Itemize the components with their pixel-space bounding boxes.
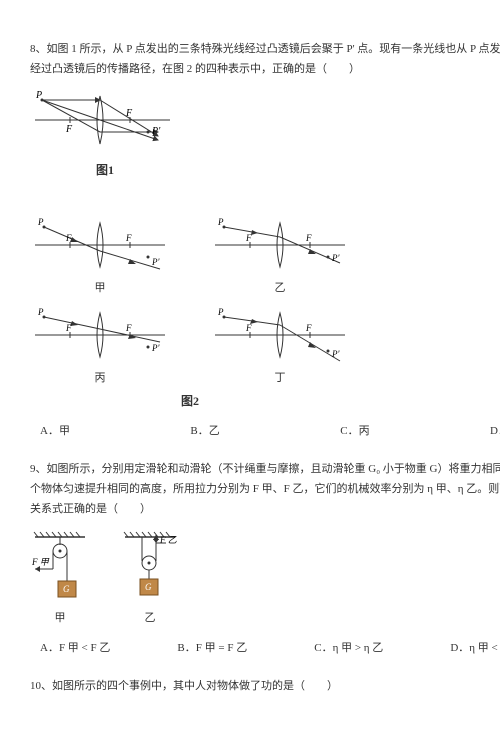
q8-text: 8、如图 1 所示，从 P 点发出的三条特殊光线经过凸透镜后会聚于 P' 点。现…: [30, 40, 500, 80]
q8-sub-yi: P F F P' 乙: [210, 217, 350, 299]
q9-option-b[interactable]: B．F 甲 = F 乙: [177, 639, 247, 659]
q9-sub-yi-label: 乙: [120, 609, 180, 629]
svg-text:P': P': [331, 253, 340, 263]
svg-text:F: F: [245, 233, 252, 243]
question-9: 9、如图所示，分别用定滑轮和动滑轮（不计绳重与摩擦，且动滑轮重 G₀ 小于物重 …: [30, 460, 500, 659]
q9-figure: F 甲 G 甲: [30, 529, 500, 629]
svg-text:P: P: [37, 307, 44, 317]
q8-sub-ding: P F F P' 丁: [210, 307, 350, 389]
svg-text:P': P': [151, 343, 160, 353]
q8-fig1-svg: P F F P': [30, 90, 180, 158]
q8-sub-jia-label: 甲: [30, 279, 170, 299]
q8-option-b[interactable]: B．乙: [190, 422, 219, 442]
svg-text:F: F: [65, 323, 72, 333]
svg-text:F: F: [125, 323, 132, 333]
q8-option-d[interactable]: D．丁: [490, 422, 500, 442]
svg-text:P: P: [217, 217, 224, 227]
q8-option-a[interactable]: A．甲: [40, 422, 70, 442]
q8-sub-yi-label: 乙: [210, 279, 350, 299]
svg-text:P: P: [217, 307, 224, 317]
q9-option-d[interactable]: D．η 甲 < η 乙: [450, 639, 500, 659]
q8-sub-bing: P F F P' 丙: [30, 307, 170, 389]
q8-sub-jia: P F F P' 甲: [30, 217, 170, 299]
svg-text:F: F: [125, 108, 133, 119]
svg-text:F: F: [65, 124, 73, 135]
svg-text:G: G: [145, 582, 152, 592]
svg-text:F: F: [245, 323, 252, 333]
svg-text:G: G: [63, 584, 70, 594]
svg-text:P': P': [151, 257, 160, 267]
svg-text:F: F: [125, 233, 132, 243]
q9-text: 9、如图所示，分别用定滑轮和动滑轮（不计绳重与摩擦，且动滑轮重 G₀ 小于物重 …: [30, 460, 500, 519]
q8-fig2-caption: 图2: [30, 391, 350, 413]
q8-sub-ding-label: 丁: [210, 369, 350, 389]
q9-option-a[interactable]: A．F 甲 < F 乙: [40, 639, 110, 659]
svg-text:F 甲: F 甲: [31, 557, 50, 567]
svg-text:P': P': [331, 349, 340, 359]
q8-options: A．甲 B．乙 C．丙 D．丁: [30, 422, 500, 442]
q9-options: A．F 甲 < F 乙 B．F 甲 = F 乙 C．η 甲 > η 乙 D．η …: [30, 639, 500, 659]
svg-text:F: F: [305, 233, 312, 243]
svg-text:F 乙: F 乙: [159, 535, 177, 545]
svg-text:P: P: [35, 90, 42, 101]
q9-sub-jia-label: 甲: [30, 609, 90, 629]
question-8: 8、如图 1 所示，从 P 点发出的三条特殊光线经过凸透镜后会聚于 P' 点。现…: [30, 40, 500, 442]
svg-text:P': P': [151, 126, 161, 137]
svg-text:P: P: [37, 217, 44, 227]
q10-text: 10、如图所示的四个事例中，其中人对物体做了功的是（ ）: [30, 677, 500, 697]
q8-figure-2: P F F P' 甲: [30, 217, 500, 412]
q9-sub-jia: F 甲 G 甲: [30, 529, 90, 629]
q8-figure-1: P F F P' 图1: [30, 90, 500, 182]
q9-option-c[interactable]: C．η 甲 > η 乙: [314, 639, 383, 659]
q8-option-c[interactable]: C．丙: [340, 422, 369, 442]
svg-text:F: F: [65, 233, 72, 243]
q8-fig1-caption: 图1: [30, 160, 180, 182]
q8-sub-bing-label: 丙: [30, 369, 170, 389]
svg-text:F: F: [305, 323, 312, 333]
question-10: 10、如图所示的四个事例中，其中人对物体做了功的是（ ）: [30, 677, 500, 697]
q9-sub-yi: F 乙 G 乙: [120, 529, 180, 629]
